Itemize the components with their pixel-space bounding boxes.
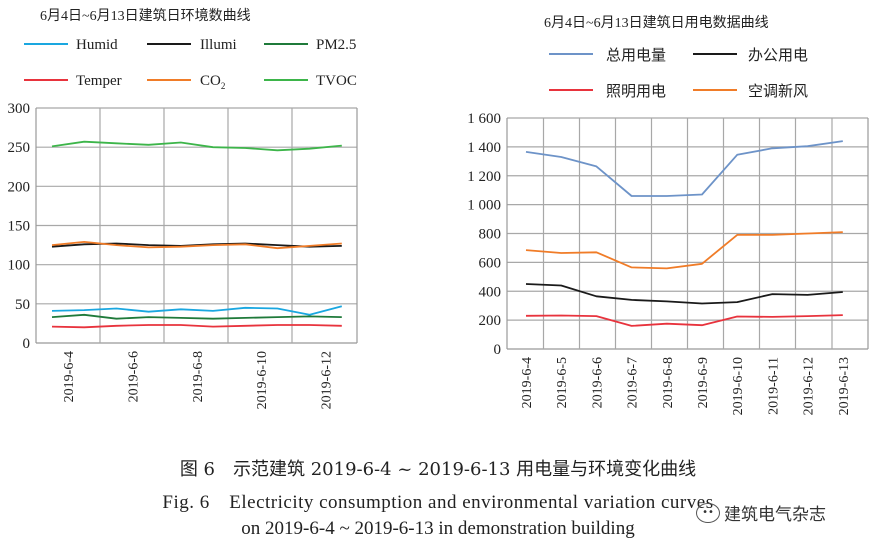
environment-chart: 6月4日~6月13日建筑日环境数曲线 Humid Illumi PM2.5 Tempe…: [8, 8, 358, 409]
y-tick-label: 0: [23, 336, 31, 352]
y-tick-label: 200: [8, 179, 31, 195]
grid: [506, 117, 869, 350]
series-line-co2: [51, 240, 342, 250]
x-tick-label: 2019-6-11: [766, 357, 781, 415]
series-line-照明用电: [525, 314, 843, 327]
y-tick-label: 1 400: [467, 140, 501, 156]
x-tick-label: 2019-6-7: [626, 357, 641, 408]
legend: Humid Illumi PM2.5 Temper CO2 TVOC: [24, 37, 357, 91]
y-tick-label: 300: [8, 101, 31, 117]
chart-title: 6月4日~6月13日建筑日环境数曲线: [40, 8, 251, 24]
series-line-空调新风: [525, 231, 843, 270]
figure-caption-en-line2: on 2019-6-4 ~ 2019-6-13 in demonstration…: [241, 518, 635, 539]
x-tick-label: 2019-6-4: [520, 357, 535, 408]
figure-caption-zh: 图 6 示范建筑 2019-6-4 ~ 2019-6-13 用电量与环境变化曲线: [179, 459, 697, 480]
x-tick-label: 2019-6-12: [320, 351, 335, 409]
y-tick-label: 200: [479, 313, 502, 329]
chart-title: 6月4日~6月13日建筑日用电数据曲线: [544, 15, 769, 31]
series-line-humid: [51, 305, 343, 316]
series-group: [525, 140, 843, 327]
watermark: •• 建筑电气杂志: [696, 500, 826, 525]
legend-label-subscript: 2: [221, 81, 226, 91]
x-tick-label: 2019-6-4: [62, 351, 77, 402]
x-tick-label: 2019-6-12: [802, 357, 817, 415]
x-tick-label: 2019-6-9: [696, 357, 711, 408]
series-group: [51, 140, 343, 329]
x-axis: 2019-6-4 2019-6-6 2019-6-8 2019-6-10 2019-6-…: [62, 351, 335, 409]
wechat-icon: ••: [696, 502, 720, 523]
legend-label: 照明用电: [606, 82, 666, 100]
x-tick-label: 2019-6-8: [661, 357, 676, 408]
series-line-tvoc: [51, 140, 342, 152]
legend-label: Illumi: [200, 37, 237, 53]
x-tick-label: 2019-6-6: [126, 351, 141, 402]
y-tick-label: 600: [479, 255, 502, 271]
series-line-办公用电: [525, 283, 843, 305]
watermark-text: 建筑电气杂志: [724, 505, 826, 525]
x-tick-label: 2019-6-5: [555, 357, 570, 408]
x-tick-label: 2019-6-13: [837, 357, 852, 415]
y-tick-label: 0: [494, 342, 502, 358]
y-tick-label: 100: [8, 258, 31, 274]
x-tick-label: 2019-6-10: [255, 351, 270, 409]
series-line-总用电量: [525, 140, 843, 197]
figure-caption-en-line1: Fig. 6 Electricity consumption and envir…: [162, 492, 714, 513]
series-line-temper: [51, 324, 342, 329]
y-tick-label: 150: [8, 219, 31, 235]
x-tick-label: 2019-6-10: [731, 357, 746, 415]
y-tick-label: 1 000: [467, 198, 501, 214]
x-tick-label: 2019-6-6: [590, 357, 605, 408]
y-axis: 0 50 100 150 200 250 300: [8, 101, 31, 352]
x-axis: 2019-6-4 2019-6-5 2019-6-6 2019-6-7 2019-6-8…: [520, 357, 852, 415]
y-tick-label: 250: [8, 140, 31, 156]
y-tick-label: 1 200: [467, 169, 501, 185]
legend-label: Humid: [76, 37, 118, 53]
x-tick-label: 2019-6-8: [191, 351, 206, 402]
series-line-pm25: [51, 313, 342, 320]
legend-label: 办公用电: [748, 46, 808, 64]
y-tick-label: 800: [479, 227, 502, 243]
legend-label: Temper: [76, 73, 122, 89]
grid: [35, 107, 358, 344]
legend-label: TVOC: [316, 73, 357, 89]
y-tick-label: 1 600: [467, 111, 501, 127]
y-axis: 0 200 400 600 800 1 000 1 200 1 400 1 600: [467, 111, 501, 358]
legend-label: PM2.5: [316, 37, 356, 53]
y-tick-label: 400: [479, 284, 502, 300]
legend-label: 空调新风: [748, 82, 808, 100]
legend-label: 总用电量: [606, 46, 666, 64]
legend-label: CO2: [200, 73, 225, 91]
y-tick-label: 50: [15, 297, 30, 313]
